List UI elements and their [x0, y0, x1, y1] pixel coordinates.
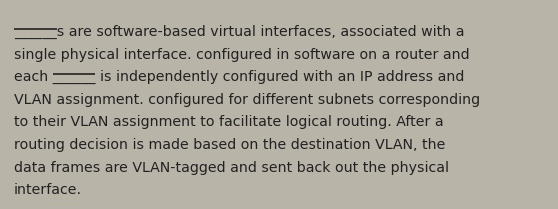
Text: to their VLAN assignment to facilitate logical routing. After a: to their VLAN assignment to facilitate l…: [14, 115, 444, 129]
Text: VLAN assignment. configured for different subnets corresponding: VLAN assignment. configured for differen…: [14, 93, 480, 107]
Text: routing decision is made based on the destination VLAN, the: routing decision is made based on the de…: [14, 138, 445, 152]
Text: each ______ is independently configured with an IP address and: each ______ is independently configured …: [14, 70, 464, 84]
Text: ______s are software-based virtual interfaces, associated with a: ______s are software-based virtual inter…: [14, 25, 464, 39]
Text: data frames are VLAN-tagged and sent back out the physical: data frames are VLAN-tagged and sent bac…: [14, 161, 449, 175]
Text: interface.: interface.: [14, 183, 82, 197]
Text: single physical interface. configured in software on a router and: single physical interface. configured in…: [14, 48, 470, 62]
